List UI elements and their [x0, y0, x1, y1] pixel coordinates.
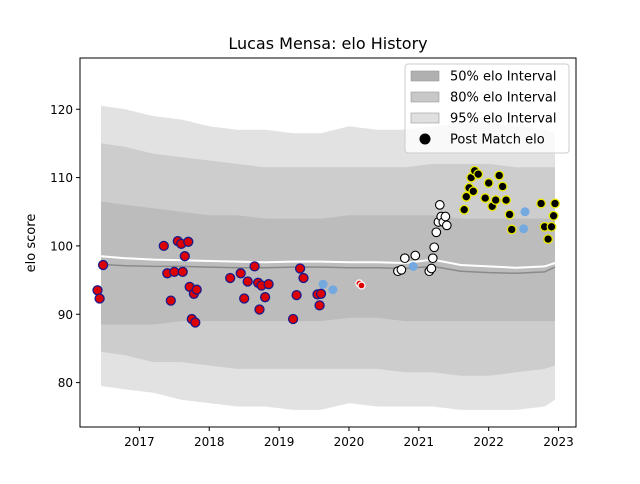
legend-label: 50% elo Interval	[450, 70, 557, 85]
data-point-red	[165, 295, 176, 306]
data-point-red	[94, 293, 105, 304]
x-tick-label: 2017	[124, 435, 155, 449]
data-point-red	[191, 284, 202, 295]
median-line	[100, 263, 556, 275]
data-point-white	[410, 250, 421, 261]
legend-swatch	[410, 91, 440, 103]
legend: 50% elo Interval 80% elo Interval 95% elo …	[404, 63, 570, 154]
mean-line	[100, 255, 556, 269]
x-tick-label: 2018	[194, 435, 225, 449]
data-point-yellow	[494, 170, 505, 181]
legend-label: 95% elo Interval	[450, 112, 557, 127]
data-point-red	[291, 289, 302, 301]
data-point-yellow	[480, 193, 491, 204]
data-point-red	[225, 272, 236, 284]
data-point-red	[235, 268, 246, 279]
data-point-white	[429, 242, 440, 253]
data-point-yellow	[536, 198, 547, 209]
data-point-yellow	[548, 210, 559, 221]
data-point-red	[242, 276, 253, 287]
data-point-yellow	[459, 204, 470, 215]
legend-swatch	[410, 112, 440, 124]
data-point-red	[294, 263, 306, 274]
x-tick-label: 2023	[543, 435, 574, 449]
data-point-yellow	[504, 209, 515, 220]
data-point-red	[287, 313, 299, 325]
data-point-white	[396, 264, 407, 275]
data-point-red	[315, 288, 327, 299]
data-point-yellow	[506, 224, 517, 235]
data-point-blue	[520, 207, 530, 217]
data-point-red	[169, 266, 180, 278]
legend-label: 80% elo Interval	[450, 91, 557, 106]
data-point-blue	[519, 224, 529, 234]
x-tick-label: 2020	[334, 435, 365, 449]
data-point-red	[190, 317, 201, 328]
y-tick-label: 80	[58, 376, 73, 390]
data-point-red	[183, 236, 194, 247]
data-point-yellow	[468, 186, 479, 197]
data-point-blue	[408, 261, 418, 271]
data-point-white	[427, 253, 438, 264]
x-tick-label: 2022	[473, 435, 504, 449]
chart-title: Lucas Mensa: elo History	[228, 34, 427, 53]
data-point-red	[97, 259, 109, 271]
data-point-red	[239, 293, 250, 304]
plot-area	[92, 105, 560, 410]
data-point-red	[158, 240, 169, 252]
data-point-blue	[318, 279, 328, 289]
data-point-yellow	[473, 169, 484, 180]
data-point-yellow	[497, 181, 508, 192]
data-point-yellow	[501, 195, 512, 206]
data-point-red	[92, 285, 103, 296]
axes: 2017 2018 2019 2020 2021 2022 2023 80 90 100 110 12…	[50, 57, 577, 449]
legend-box	[404, 63, 570, 154]
data-point-red	[314, 300, 325, 311]
data-point-yellow	[461, 191, 472, 202]
data-point-red	[298, 272, 309, 284]
data-point-yellow	[543, 234, 554, 245]
data-point-red	[263, 279, 274, 290]
data-point-yellow	[483, 178, 494, 188]
data-point-white	[441, 220, 452, 231]
plot-content	[92, 105, 560, 410]
data-point-white	[399, 253, 410, 264]
legend-marker	[419, 133, 431, 145]
data-point-red	[249, 261, 260, 272]
data-point-yellow	[490, 195, 501, 206]
data-point-white	[434, 200, 445, 210]
x-tick-label: 2021	[404, 435, 435, 449]
data-point-red	[179, 251, 190, 262]
data-point-white	[426, 263, 437, 274]
data-point-blue	[328, 285, 338, 295]
data-point-yellow	[550, 198, 560, 209]
y-tick-label: 120	[50, 103, 73, 117]
axes-frame	[79, 57, 577, 428]
data-point-small_red	[357, 281, 366, 290]
data-point-white	[440, 211, 451, 222]
y-tick-label: 90	[58, 308, 73, 322]
x-tick-label: 2019	[264, 435, 295, 449]
data-point-red	[177, 266, 188, 278]
y-tick-label: 100	[50, 239, 73, 253]
band-50	[101, 201, 555, 325]
y-tick-label: 110	[50, 171, 73, 185]
data-point-red	[254, 304, 265, 315]
data-point-yellow	[546, 221, 557, 232]
legend-label: Post Match elo	[450, 133, 545, 148]
legend-swatch	[410, 70, 440, 82]
data-point-red	[259, 292, 271, 303]
data-point-white	[431, 227, 442, 238]
y-axis-label: elo score	[24, 214, 39, 273]
